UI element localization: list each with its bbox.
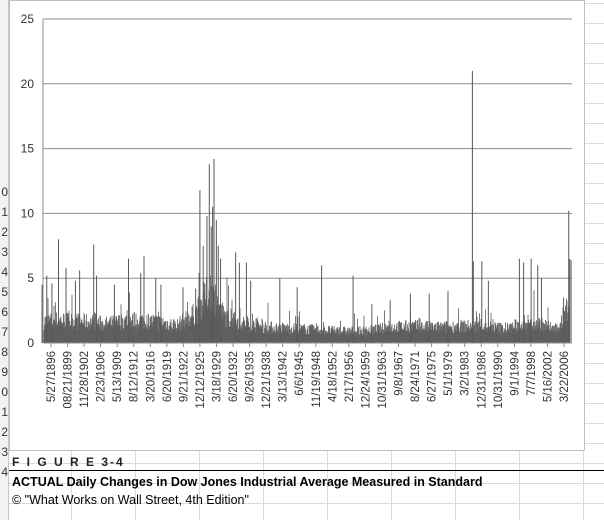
row-number[interactable]: 2 (1, 225, 8, 239)
row-number[interactable]: 7 (1, 325, 8, 339)
figure-label: F I G U R E 3-4 (12, 455, 125, 469)
row-number[interactable]: 2 (1, 425, 8, 439)
x-tick-label: 4/18/1952 (327, 351, 339, 402)
x-tick-label: 08/21/1899 (63, 351, 75, 409)
x-tick-label: 8/12/1912 (129, 351, 141, 402)
x-tick-label: 3/18/1929 (211, 351, 223, 402)
x-tick-label: 10/31/1990 (493, 351, 505, 409)
x-tick-label: 6/27/1975 (427, 351, 439, 402)
row-number[interactable]: 4 (1, 465, 8, 479)
x-tick-label: 5/1/1979 (443, 351, 455, 396)
row-number[interactable]: 6 (1, 305, 8, 319)
x-tick-label: 9/1/1994 (509, 350, 521, 395)
figure-source: © "What Works on Wall Street, 4th Editio… (12, 493, 249, 507)
x-tick-label: 6/6/1945 (294, 351, 306, 396)
x-tick-label: 3/2/1983 (460, 351, 472, 396)
caption-rule (9, 470, 604, 471)
row-number[interactable]: 1 (1, 205, 8, 219)
row-number[interactable]: 3 (1, 445, 8, 459)
y-tick-label: 20 (21, 77, 35, 91)
y-tick-label: 10 (21, 206, 35, 220)
x-tick-label: 3/20/1916 (145, 351, 157, 402)
row-number[interactable]: 0 (1, 185, 8, 199)
x-tick-label: 11/19/1948 (311, 351, 323, 408)
y-tick-label: 0 (27, 336, 34, 350)
x-tick-label: 8/24/1971 (410, 351, 422, 402)
x-tick-label: 2/17/1956 (344, 351, 356, 402)
row-number[interactable]: 5 (1, 285, 8, 299)
x-tick-label: 2/23/1906 (96, 351, 108, 402)
row-number[interactable]: 4 (1, 265, 8, 279)
x-tick-label: 6/20/1919 (162, 351, 174, 402)
x-tick-label: 3/22/2006 (559, 351, 571, 402)
y-tick-label: 15 (21, 142, 35, 156)
x-tick-label: 12/12/1925 (195, 351, 207, 409)
figure-title: ACTUAL Daily Changes in Dow Jones Indust… (12, 475, 483, 489)
x-tick-label: 7/7/1998 (526, 351, 538, 396)
x-tick-label: 10/31/1963 (377, 351, 389, 409)
x-tick-label: 11/28/1902 (79, 351, 91, 408)
x-tick-label: 9/21/1922 (178, 351, 190, 402)
y-tick-label: 25 (21, 12, 35, 26)
x-tick-label: 6/20/1932 (228, 351, 240, 402)
x-tick-label: 12/21/1938 (261, 351, 273, 409)
row-header-column[interactable]: 0 1 2 3 4 5 6 7 8 9 0 1 2 3 4 (0, 0, 9, 520)
x-tick-label: 5/13/1909 (112, 351, 124, 402)
row-number[interactable]: 9 (1, 365, 8, 379)
x-tick-label: 12/24/1959 (360, 351, 372, 409)
row-number[interactable]: 0 (1, 385, 8, 399)
daily-change-chart: 0 5 10 15 20 25 5/27/1896 08/21/1899 11/28/1902 2… (21, 12, 572, 409)
x-tick-label: 3/13/1942 (278, 351, 290, 402)
x-tick-label: 9/8/1967 (394, 351, 406, 396)
y-tick-label: 5 (27, 271, 34, 285)
chart-area[interactable]: 0 5 10 15 20 25 5/27/1896 08/21/1899 11/28/1902 2… (9, 0, 585, 451)
row-number[interactable]: 3 (1, 245, 8, 259)
x-tick-label: 5/16/2002 (542, 351, 554, 402)
x-tick-label: 12/31/1986 (476, 351, 488, 409)
x-tick-label: 9/26/1935 (245, 351, 257, 402)
row-number[interactable]: 1 (1, 405, 8, 419)
x-tick-label: 5/27/1896 (46, 351, 58, 402)
row-number[interactable]: 8 (1, 345, 8, 359)
